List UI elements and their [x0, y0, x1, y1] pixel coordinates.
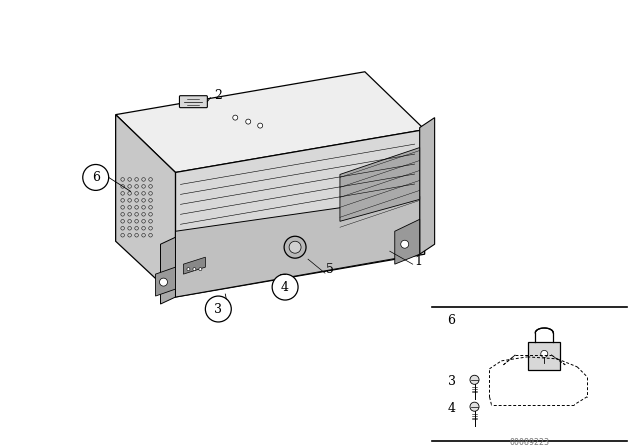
- Circle shape: [470, 402, 479, 411]
- Circle shape: [470, 375, 479, 384]
- Circle shape: [284, 236, 306, 258]
- Circle shape: [541, 350, 548, 358]
- Polygon shape: [529, 342, 560, 370]
- Polygon shape: [116, 115, 175, 297]
- Text: 2: 2: [214, 89, 222, 102]
- Polygon shape: [395, 220, 420, 264]
- Circle shape: [83, 164, 109, 190]
- FancyBboxPatch shape: [179, 96, 207, 108]
- Circle shape: [199, 267, 202, 271]
- Text: 00089223: 00089223: [509, 438, 549, 447]
- Text: 4: 4: [281, 280, 289, 293]
- Circle shape: [258, 123, 262, 128]
- Text: 6: 6: [447, 314, 456, 327]
- Polygon shape: [116, 72, 425, 172]
- Polygon shape: [156, 267, 175, 296]
- Polygon shape: [420, 118, 435, 254]
- Circle shape: [233, 115, 238, 120]
- Text: 6: 6: [92, 171, 100, 184]
- Circle shape: [401, 240, 409, 248]
- Text: 1: 1: [415, 254, 422, 267]
- Circle shape: [246, 119, 251, 124]
- Circle shape: [272, 274, 298, 300]
- Circle shape: [289, 241, 301, 253]
- Polygon shape: [340, 147, 420, 221]
- Text: 4: 4: [447, 402, 456, 415]
- Circle shape: [205, 296, 231, 322]
- Circle shape: [193, 267, 196, 271]
- Circle shape: [159, 278, 168, 286]
- Polygon shape: [175, 196, 420, 297]
- Polygon shape: [161, 237, 175, 304]
- Polygon shape: [184, 257, 205, 274]
- Text: 3: 3: [214, 302, 222, 315]
- Polygon shape: [175, 129, 425, 297]
- Circle shape: [187, 267, 190, 271]
- Text: 3: 3: [447, 375, 456, 388]
- Text: 5: 5: [326, 263, 334, 276]
